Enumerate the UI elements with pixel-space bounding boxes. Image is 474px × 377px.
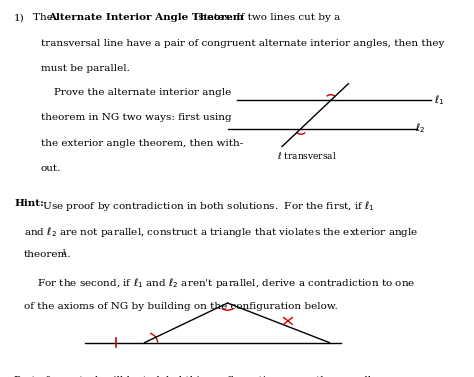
Text: $\ell_2$: $\ell_2$ [415,122,425,135]
Text: theorem in NG two ways: first using: theorem in NG two ways: first using [41,113,231,122]
Text: transversal line have a pair of congruent alternate interior angles, then they: transversal line have a pair of congruen… [41,39,444,48]
Text: the exterior angle theorem, then with-: the exterior angle theorem, then with- [41,139,243,148]
Text: 1: 1 [61,249,65,257]
Text: Use proof by contradiction in both solutions.  For the first, if $\ell_1$: Use proof by contradiction in both solut… [39,199,375,213]
Text: 1): 1) [14,13,25,22]
Text: of the axioms of NG by building on the configuration below.: of the axioms of NG by building on the c… [24,302,337,311]
Text: Alternate Interior Angle Theorem: Alternate Interior Angle Theorem [48,13,244,22]
Text: states: If two lines cut by a: states: If two lines cut by a [195,13,340,22]
Text: Hint:: Hint: [14,199,44,208]
Text: For the second, if $\ell_1$ and $\ell_2$ aren't parallel, derive a contradiction: For the second, if $\ell_1$ and $\ell_2$… [24,276,415,290]
Text: The: The [33,13,56,22]
Text: must be parallel.: must be parallel. [41,64,130,74]
Text: Prove the alternate interior angle: Prove the alternate interior angle [41,87,231,97]
Text: and $\ell_2$ are not parallel, construct a triangle that violates the exterior a: and $\ell_2$ are not parallel, construct… [24,225,418,239]
Text: $\ell_1$: $\ell_1$ [434,93,444,107]
Text: Part of your task will be to label this configuration correctly, as well as: Part of your task will be to label this … [14,376,386,377]
Text: out.: out. [41,164,61,173]
Text: theorem.: theorem. [24,250,71,259]
Text: $\ell$ transversal: $\ell$ transversal [277,150,337,161]
